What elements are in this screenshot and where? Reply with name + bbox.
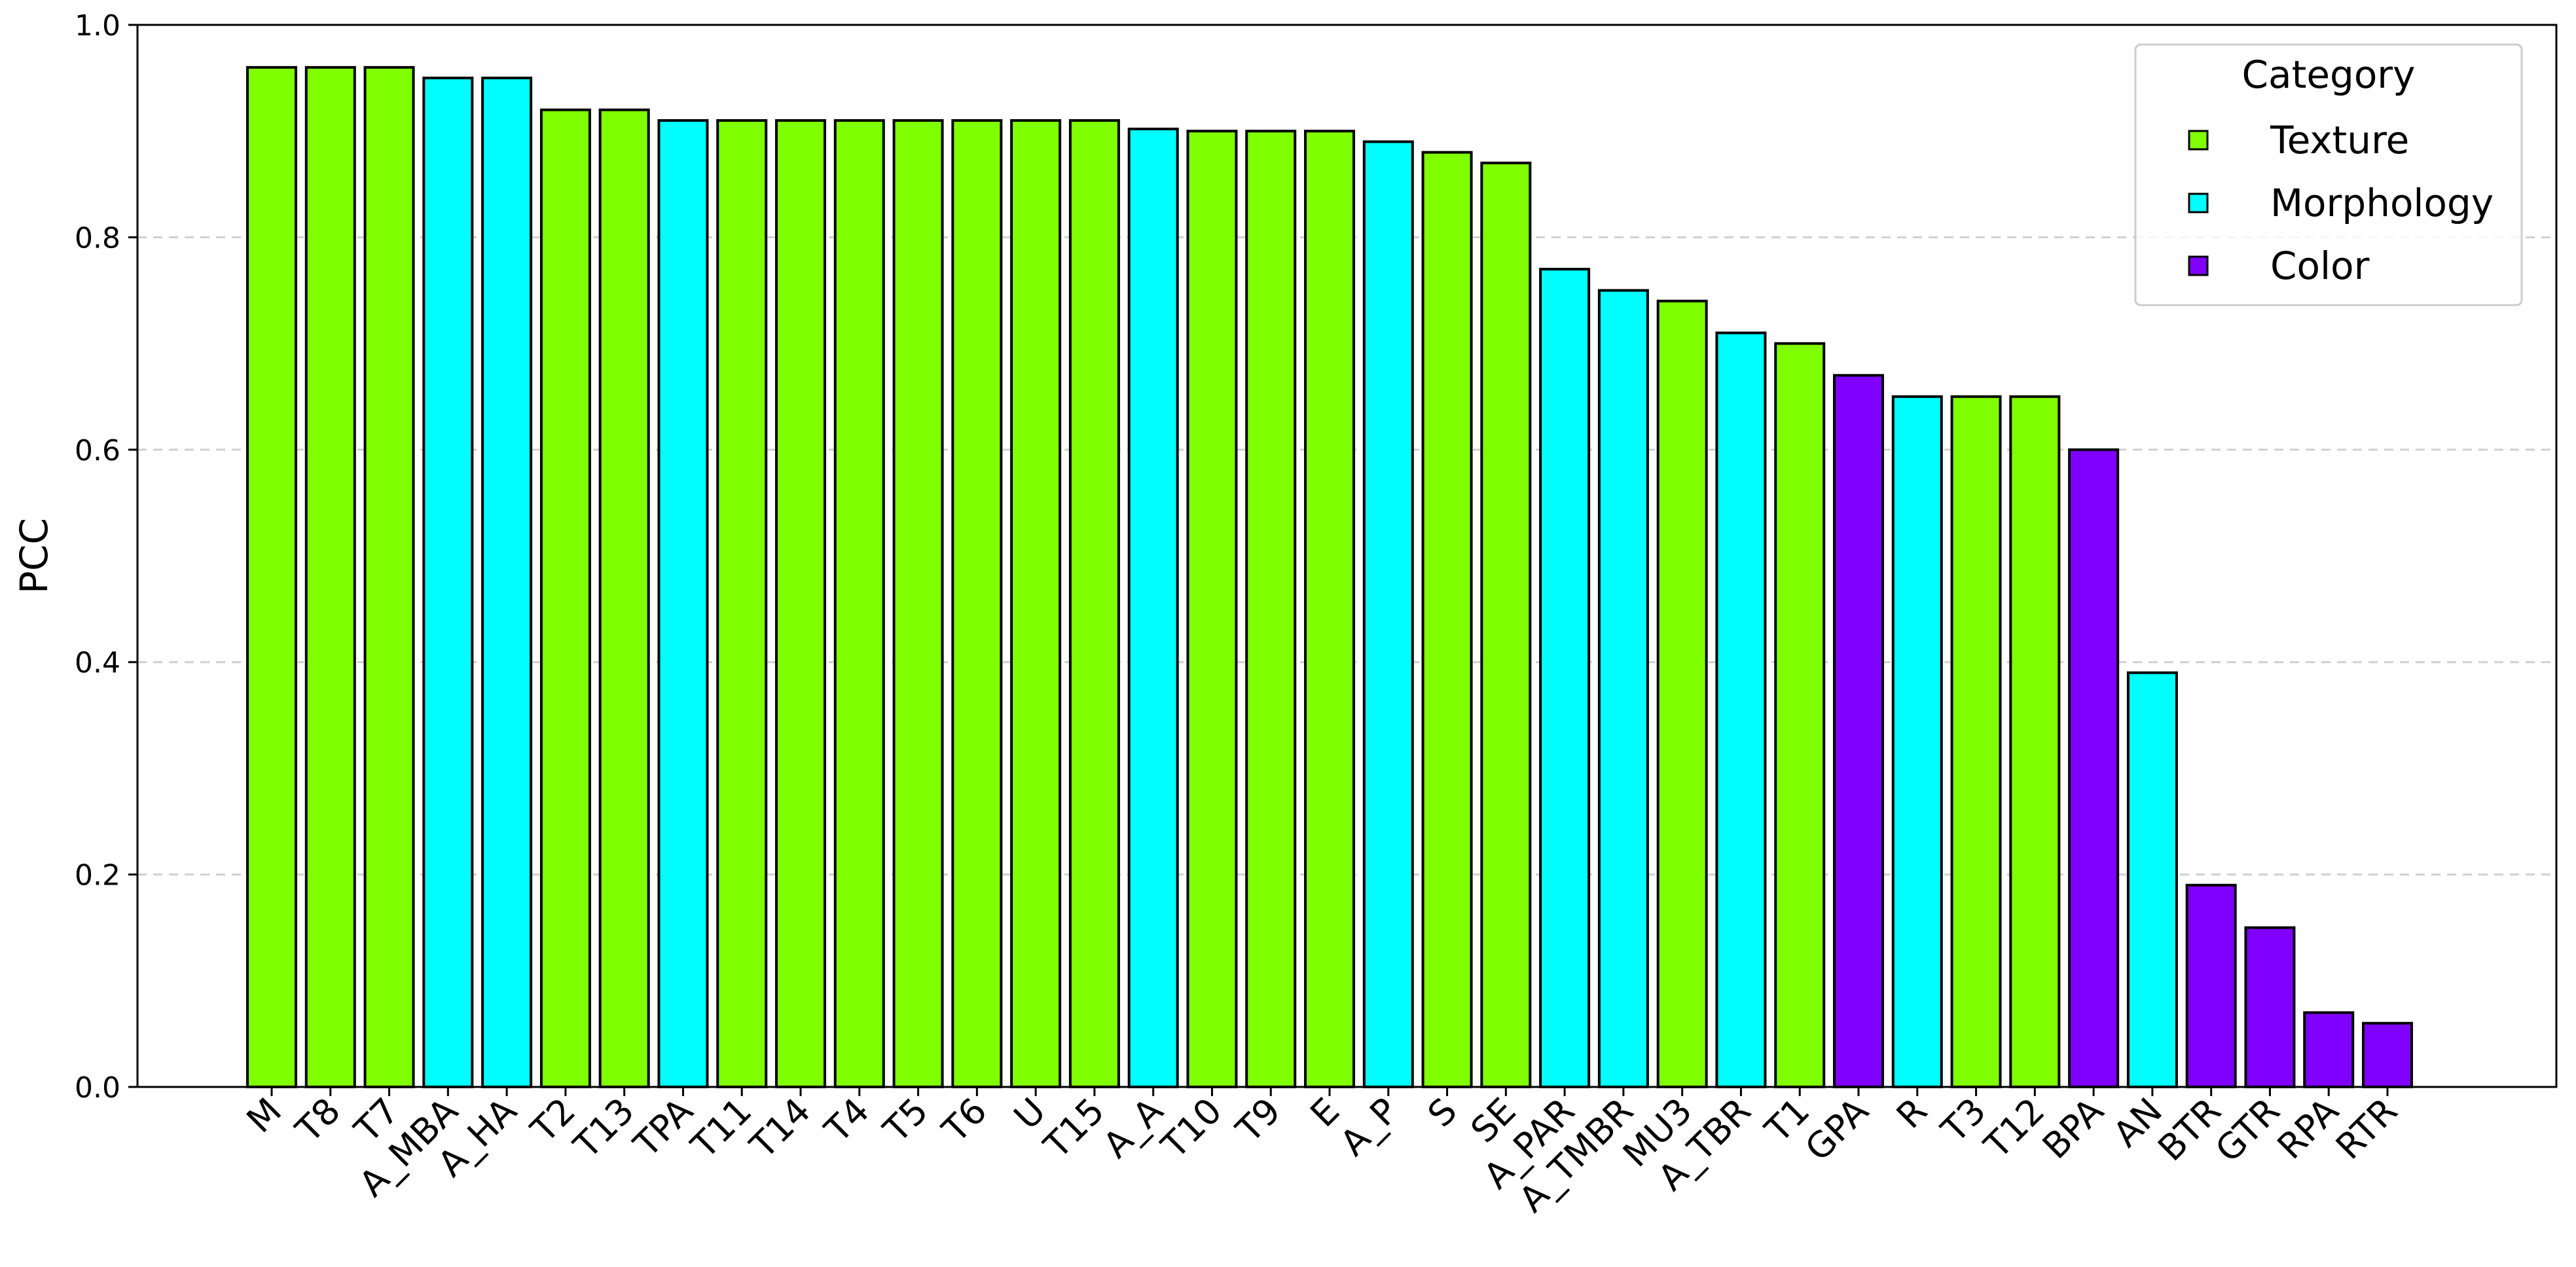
y-tick-label: 0.0 [75, 1071, 120, 1105]
legend-label: Morphology [2270, 181, 2494, 225]
bar-t15 [1068, 119, 1120, 1089]
bar-t8 [304, 65, 356, 1088]
bar-gtr [2244, 926, 2296, 1088]
bar-rtr [2362, 1021, 2413, 1089]
bar-an [2126, 671, 2178, 1089]
bar-t3 [1950, 395, 2002, 1089]
bars [246, 65, 2413, 1089]
bar-m [246, 65, 297, 1088]
bar-a-par [1539, 268, 1591, 1088]
legend-swatch [2188, 130, 2209, 151]
legend-swatch [2188, 255, 2209, 276]
legend-title: Category [2242, 52, 2416, 97]
bar-a-ha [481, 77, 533, 1089]
bar-btr [2185, 883, 2237, 1088]
bar-a-tbr [1715, 331, 1767, 1088]
bar-a-tmbr [1597, 289, 1649, 1088]
y-axis-ticks: 0.0 0.2 0.4 0.6 0.8 1.0 [75, 9, 137, 1105]
bar-gpa [1833, 374, 1884, 1088]
bar-u [1010, 119, 1062, 1089]
bar-e [1304, 130, 1355, 1089]
y-axis-title: PCC [12, 518, 56, 594]
plot-frame [136, 24, 2558, 1088]
y-tick-label: 0.4 [75, 646, 120, 680]
bar-t12 [2009, 395, 2061, 1089]
legend-label: Color [2270, 244, 2370, 288]
y-tick-label: 0.2 [75, 859, 120, 892]
bar-a-a [1127, 127, 1179, 1088]
bar-s [1421, 151, 1473, 1088]
bar-t5 [892, 119, 944, 1089]
bar-t10 [1186, 130, 1238, 1089]
bar-tpa [657, 119, 709, 1089]
bar-t7 [363, 65, 415, 1088]
legend-box [2134, 43, 2523, 306]
bar-t11 [716, 119, 768, 1089]
bar-t13 [598, 108, 650, 1088]
legend-label: Texture [2270, 118, 2409, 162]
y-tick-label: 0.6 [75, 434, 120, 468]
bar-se [1480, 161, 1532, 1089]
y-tick-label: 1.0 [75, 9, 120, 43]
bar-t9 [1245, 130, 1297, 1089]
bar-r [1891, 395, 1943, 1089]
legend-swatch [2188, 193, 2209, 213]
bar-t14 [775, 119, 826, 1089]
bar-t2 [539, 108, 591, 1088]
bar-a-mba [422, 77, 474, 1089]
bar-t1 [1774, 342, 1826, 1088]
legend: Category Texture Morphology Color [2134, 43, 2523, 306]
bar-mu3 [1656, 299, 1708, 1089]
bar-t4 [833, 119, 885, 1089]
bar-rpa [2303, 1011, 2355, 1088]
y-tick-label: 0.8 [75, 221, 120, 255]
bar-t6 [951, 119, 1003, 1089]
bar-a-p [1362, 140, 1414, 1088]
bar-bpa [2068, 448, 2120, 1088]
